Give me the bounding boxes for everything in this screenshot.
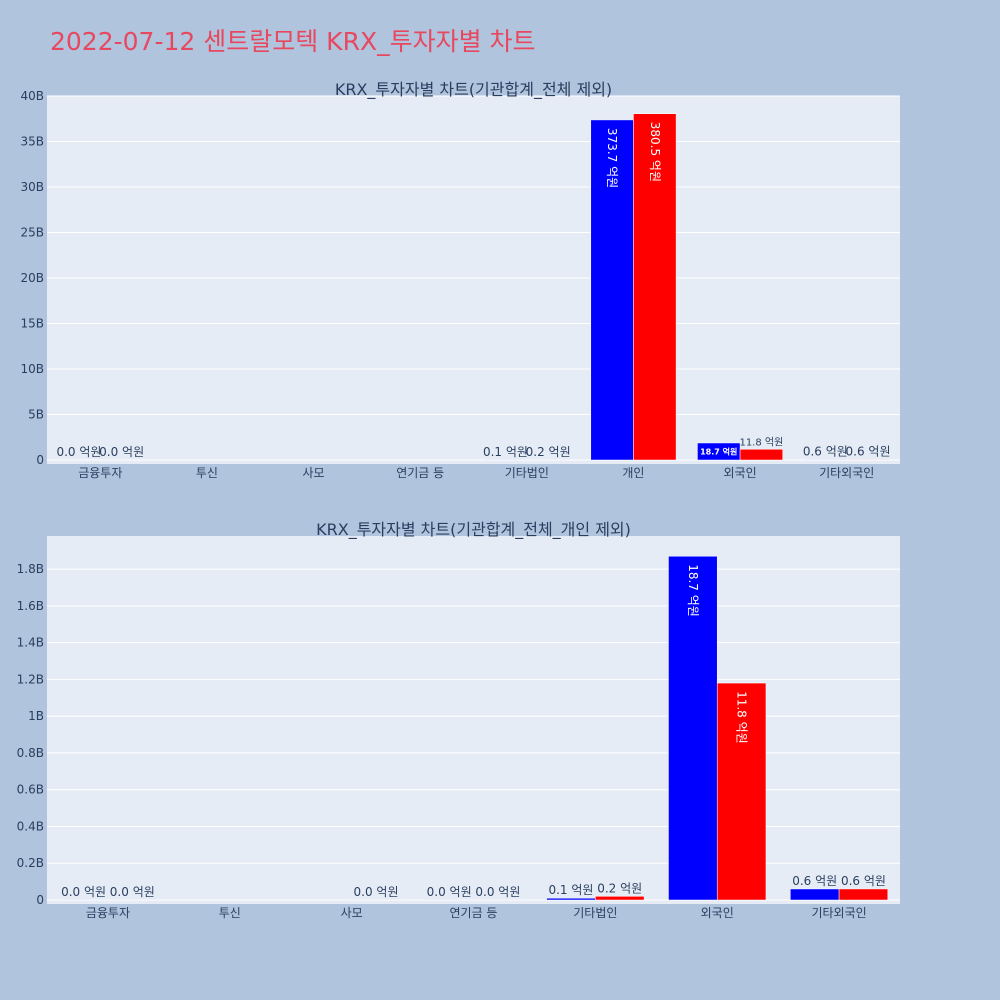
chart-title: KRX_투자자별 차트(기관합계_전체_개인 제외) (316, 520, 631, 540)
data-label: 11.8 억원 (735, 691, 749, 744)
y-tick-label: 1.4B (17, 636, 44, 650)
bar (546, 897, 596, 901)
y-tick-label: 1.2B (17, 672, 44, 686)
x-tick-label: 기타법인 (573, 906, 617, 920)
data-label: 0.0 억원 (427, 885, 472, 899)
bar (590, 119, 634, 461)
data-label: 0.0 억원 (56, 445, 101, 459)
y-tick-label: 1.6B (17, 599, 44, 613)
y-tick-label: 15B (20, 317, 44, 331)
x-tick-label: 기타외국인 (811, 906, 866, 920)
bar (838, 888, 889, 901)
page-title: 2022-07-12 센트랄모텍 KRX_투자자별 차트 (50, 27, 536, 56)
x-tick-label: 사모 (341, 906, 363, 920)
bar (716, 682, 767, 901)
data-label: 0.6 억원 (846, 444, 891, 458)
y-tick-label: 1.8B (17, 562, 44, 576)
y-tick-label: 20B (20, 271, 44, 285)
x-tick-label: 연기금 등 (450, 906, 498, 920)
y-tick-label: 0.2B (17, 856, 44, 870)
x-tick-label: 외국인 (724, 466, 757, 480)
bar (595, 896, 645, 901)
bar (739, 449, 783, 461)
x-tick-label: 금융투자 (78, 466, 122, 480)
data-label: 0.2 억원 (597, 881, 642, 895)
data-label: 11.8 억원 (739, 436, 783, 448)
data-label: 0.6 억원 (803, 444, 848, 458)
data-label: 0.0 억원 (354, 885, 399, 899)
chart-title: KRX_투자자별 차트(기관합계_전체 제외) (335, 80, 612, 100)
y-tick-label: 25B (20, 226, 44, 240)
x-tick-label: 기타법인 (505, 466, 549, 480)
x-tick-label: 개인 (622, 466, 644, 480)
bar (790, 888, 840, 901)
x-tick-label: 외국인 (701, 906, 734, 920)
data-label: 0.6 억원 (841, 874, 886, 888)
data-label: 373.7 억원 (605, 128, 619, 188)
data-label: 0.1 억원 (548, 883, 593, 897)
chart-2: 0 0.2B 0.4B 0.6B 0.8B 1B 1.2B 1.4B 1.6B 1.8B KRX_투… (17, 520, 900, 920)
x-tick-label: 연기금 등 (396, 466, 444, 480)
y-tick-label: 0 (36, 453, 44, 467)
bar (668, 555, 718, 901)
data-label: 0.2 억원 (526, 445, 571, 459)
y-tick-label: 40B (20, 89, 44, 103)
chart-1: 0 5B 10B 15B 20B 25B 30B 35B 40B KRX_투자자별 차트(기관합계… (20, 80, 900, 480)
y-tick-label: 0.6B (17, 783, 44, 797)
y-tick-label: 10B (20, 362, 44, 376)
data-label: 0.0 억원 (110, 885, 155, 899)
data-label: 380.5 억원 (648, 122, 662, 182)
x-tick-label: 사모 (303, 466, 325, 480)
data-label: 0.1 억원 (483, 445, 528, 459)
plot-area (47, 96, 900, 464)
y-tick-label: 0.4B (17, 819, 44, 833)
data-label: 0.6 억원 (792, 874, 837, 888)
x-tick-label: 기타외국인 (819, 466, 874, 480)
y-tick-label: 35B (20, 135, 44, 149)
x-tick-label: 투신 (196, 466, 218, 480)
plot-area (47, 536, 900, 904)
y-tick-label: 30B (20, 180, 44, 194)
data-label: 18.7 억원 (686, 564, 700, 617)
data-label: 0.0 억원 (99, 445, 144, 459)
data-label: 18.7 억원 (700, 446, 737, 456)
y-tick-label: 0.8B (17, 746, 44, 760)
y-tick-label: 0 (36, 893, 44, 907)
data-label: 0.0 억원 (475, 885, 520, 899)
data-label: 0.0 억원 (61, 885, 106, 899)
bar (633, 113, 677, 461)
bar (846, 459, 890, 461)
y-tick-label: 1B (28, 709, 44, 723)
x-tick-label: 투신 (219, 906, 241, 920)
y-tick-label: 5B (28, 408, 44, 422)
bar (803, 459, 847, 461)
x-tick-label: 금융투자 (86, 906, 130, 920)
